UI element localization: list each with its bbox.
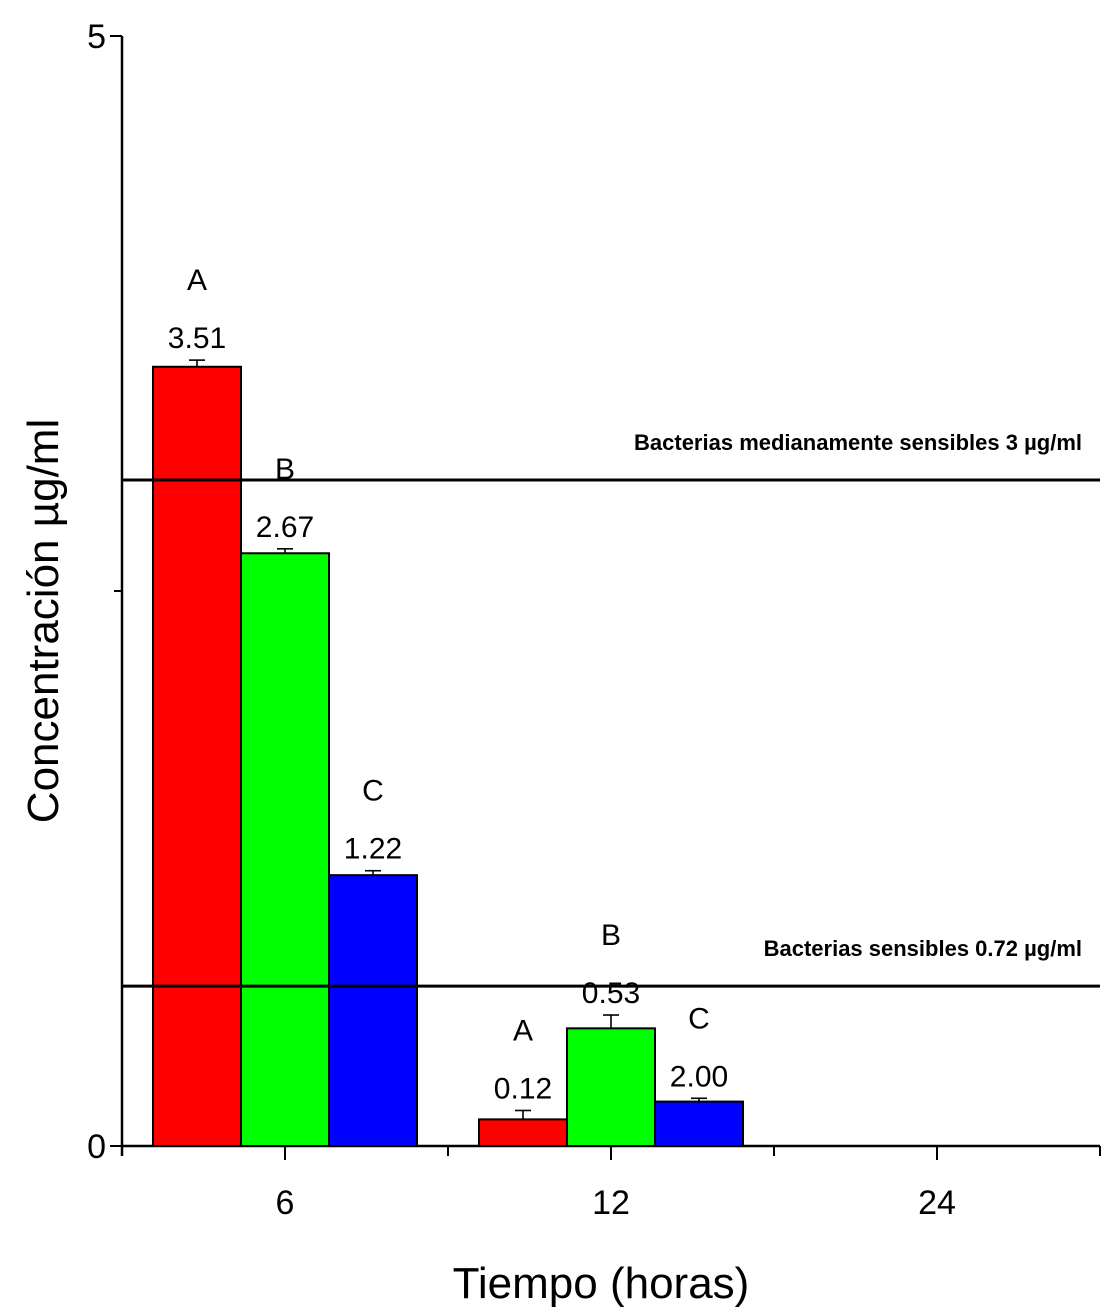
x-tick-label: 12	[592, 1184, 630, 1222]
bar	[152, 365, 242, 1147]
significance-letter: A	[513, 1014, 533, 1047]
significance-letter: B	[275, 453, 295, 486]
x-tick-label: 24	[918, 1184, 956, 1222]
bar	[328, 874, 418, 1147]
reference-line-label: Bacterias sensibles 0.72 µg/ml	[764, 936, 1082, 961]
significance-letter: C	[688, 1002, 710, 1035]
x-tick-label: 6	[276, 1184, 295, 1222]
data-label: 2.00	[670, 1060, 728, 1093]
y-tick-label: 5	[87, 18, 106, 56]
significance-letter: A	[187, 264, 207, 297]
data-label: 0.53	[582, 977, 640, 1010]
data-label: 1.22	[344, 833, 402, 866]
significance-letter: C	[362, 775, 384, 808]
bars: 3.51 A 0.12 A 2.67 B 0.53 B 1.22 C 2.00 C	[152, 264, 744, 1147]
data-label: 3.51	[168, 322, 226, 355]
bar	[240, 552, 330, 1147]
data-label: 0.12	[494, 1072, 552, 1105]
bar	[654, 1100, 744, 1147]
bar	[566, 1027, 656, 1147]
reference-line-label: Bacterias medianamente sensibles 3 µg/ml	[634, 430, 1082, 455]
x-axis-title: Tiempo (horas)	[453, 1259, 750, 1308]
y-axis-title: Concentración µg/ml	[19, 419, 68, 823]
bar	[478, 1118, 568, 1147]
y-tick-label: 0	[87, 1128, 106, 1166]
data-label: 2.67	[256, 511, 314, 544]
significance-letter: B	[601, 919, 621, 952]
reference-lines: Bacterias medianamente sensibles 3 µg/ml…	[122, 430, 1100, 988]
